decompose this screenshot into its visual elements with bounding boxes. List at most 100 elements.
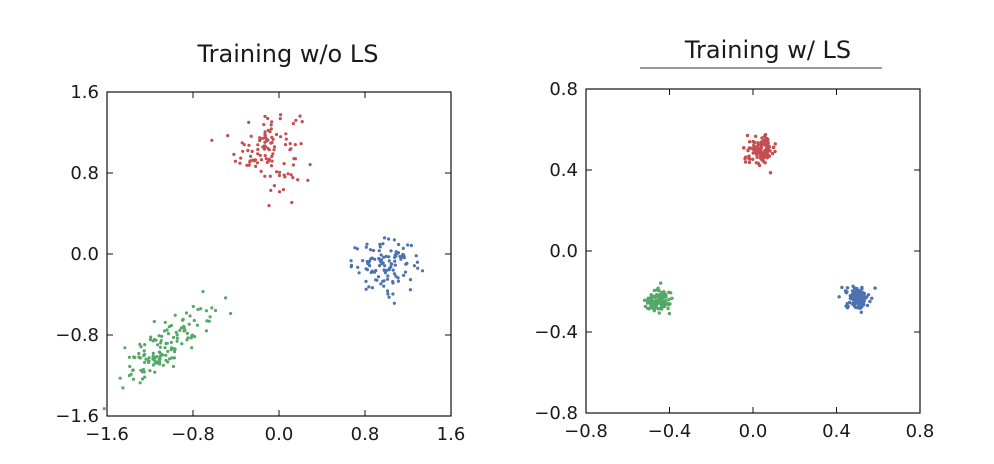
scatter-point [184, 311, 189, 315]
scatter-point [272, 145, 277, 149]
scatter-point [268, 174, 272, 178]
scatter-point [379, 282, 383, 286]
scatter-point [860, 304, 864, 308]
scatter-point [306, 178, 310, 182]
scatter-point [172, 356, 176, 360]
scatter-point [381, 279, 385, 283]
scatter-point [391, 292, 395, 296]
scatter-point [139, 368, 143, 372]
scatter-point [262, 144, 267, 148]
scatter-point [292, 157, 296, 161]
scatter-point [156, 343, 160, 347]
scatter-point [376, 275, 381, 279]
scatter-point [384, 254, 388, 258]
scatter-point [646, 306, 650, 310]
scatter-point [168, 357, 172, 361]
scatter-point [204, 329, 208, 333]
scatter-point [270, 159, 274, 163]
scatter-point [137, 351, 141, 356]
scatter-point [256, 152, 260, 156]
chart-left-x-axis: −1.6 −0.8 0.0 0.8 1.6 [85, 92, 465, 445]
scatter-point [349, 265, 353, 269]
scatter-point [154, 338, 158, 342]
scatter-point [751, 157, 755, 161]
scatter-point [161, 363, 165, 367]
scatter-point [175, 333, 179, 337]
scatter-point [296, 178, 300, 182]
scatter-point [224, 296, 228, 300]
scatter-point [837, 295, 841, 299]
scatter-point [377, 249, 381, 253]
scatter-point [397, 242, 401, 247]
scatter-point [364, 245, 368, 249]
scatter-point [657, 311, 661, 315]
scatter-point [241, 149, 245, 153]
y-tick-label: 0.0 [549, 241, 578, 262]
scatter-point [269, 164, 274, 168]
scatter-point [246, 148, 250, 153]
scatter-point [763, 134, 767, 139]
scatter-point [278, 170, 282, 174]
scatter-point [763, 161, 767, 165]
scatter-point [861, 298, 865, 302]
scatter-point [754, 134, 758, 138]
scatter-point [368, 248, 373, 252]
scatter-point [152, 319, 156, 324]
scatter-point [409, 243, 413, 248]
scatter-point [127, 355, 131, 359]
scatter-point [259, 158, 264, 162]
scatter-point [255, 161, 259, 165]
scatter-point [182, 329, 186, 333]
scatter-point [382, 284, 386, 288]
scatter-point [286, 172, 290, 176]
scatter-point [291, 121, 295, 126]
scatter-point [853, 304, 857, 308]
scatter-point [412, 264, 416, 268]
scatter-point [151, 351, 155, 355]
scatter-point [164, 353, 168, 357]
scatter-point [245, 163, 249, 167]
scatter-point [353, 246, 357, 250]
chart-right-points [642, 132, 877, 316]
x-tick-label: −0.8 [171, 424, 215, 445]
scatter-point [748, 157, 752, 161]
scatter-point [385, 268, 389, 272]
scatter-point [151, 355, 155, 359]
scatter-point [747, 146, 751, 150]
scatter-point [196, 307, 200, 312]
scatter-point [190, 346, 194, 350]
scatter-point [279, 113, 283, 117]
scatter-point [172, 335, 176, 339]
scatter-point [859, 290, 863, 294]
scatter-point [667, 297, 671, 302]
scatter-point [263, 174, 267, 178]
scatter-point [186, 336, 190, 340]
scatter-point [142, 370, 146, 374]
scatter-point [258, 153, 262, 157]
scatter-point [403, 270, 408, 274]
scatter-point [401, 246, 405, 250]
scatter-point [757, 163, 762, 168]
scatter-point [416, 266, 420, 270]
scatter-point [858, 295, 863, 299]
scatter-point [269, 127, 273, 131]
scatter-point [756, 143, 760, 147]
scatter-point [274, 132, 279, 137]
scatter-point [267, 159, 271, 163]
scatter-point [657, 298, 661, 302]
scatter-point [378, 264, 382, 268]
scatter-point [396, 276, 400, 280]
scatter-point [300, 120, 304, 124]
scatter-point [158, 345, 162, 349]
y-tick-label: 0.8 [549, 79, 578, 100]
scatter-point [851, 298, 855, 302]
scatter-point [844, 291, 848, 295]
scatter-point [256, 147, 260, 152]
scatter-point [664, 293, 668, 297]
scatter-point [175, 336, 179, 340]
scatter-point [742, 146, 746, 150]
scatter-point [166, 332, 170, 336]
scatter-point [378, 242, 382, 246]
scatter-point [210, 306, 214, 310]
